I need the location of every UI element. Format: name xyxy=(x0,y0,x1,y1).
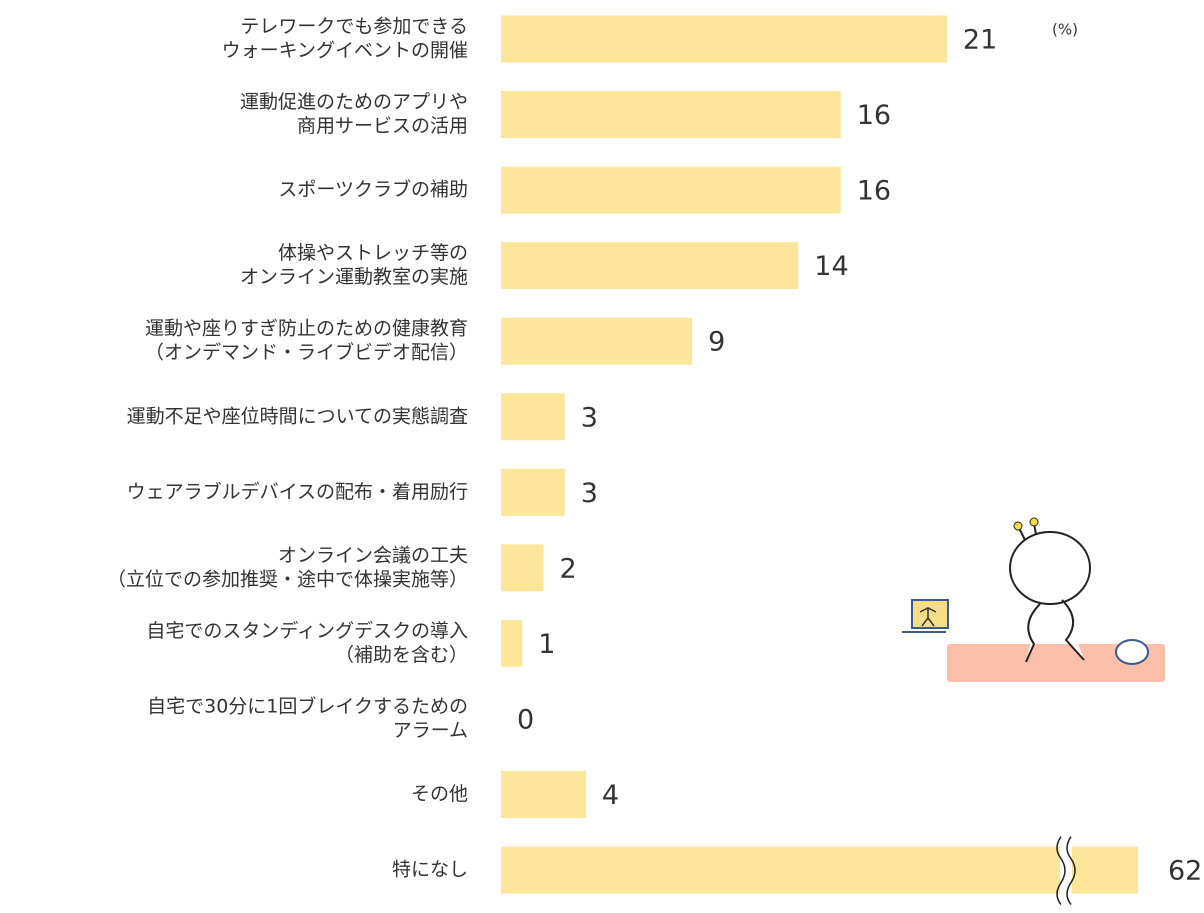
bar xyxy=(501,544,543,591)
category-label: （立位での参加推奨・途中で体操実施等） xyxy=(107,568,468,590)
chart: (%) テレワークでも参加できるウォーキングイベントの開催21運動促進のためのア… xyxy=(0,0,1204,913)
bar xyxy=(501,16,947,63)
category-label: （オンデマンド・ライブビデオ配信） xyxy=(145,341,468,364)
value-label: 16 xyxy=(857,100,891,131)
category-label: （補助を含む） xyxy=(335,644,468,666)
value-label: 21 xyxy=(963,25,997,56)
bar xyxy=(501,242,798,289)
value-label: 14 xyxy=(814,251,848,282)
bar xyxy=(501,469,565,516)
category-label: ウェアラブルデバイスの配布・着用励行 xyxy=(127,480,468,503)
category-label: ウォーキングイベントの開催 xyxy=(222,40,468,62)
value-label: 3 xyxy=(581,478,598,509)
bar xyxy=(501,847,1138,894)
category-label: 体操やストレッチ等の xyxy=(278,242,468,264)
category-label: オンライン運動教室の実施 xyxy=(240,266,468,288)
bar xyxy=(501,393,565,440)
bar xyxy=(501,771,586,818)
bar xyxy=(501,167,841,214)
category-label: オンライン会議の工夫 xyxy=(278,544,468,566)
illustration xyxy=(902,518,1165,682)
category-label: スポーツクラブの補助 xyxy=(278,178,468,201)
bar xyxy=(501,91,841,138)
category-label: 運動や座りすぎ防止のための健康教育 xyxy=(145,318,468,340)
value-label: 4 xyxy=(602,780,619,811)
value-label: 1 xyxy=(538,629,555,660)
value-label: 62 xyxy=(1168,856,1202,887)
category-label: 商用サービスの活用 xyxy=(297,115,468,137)
category-label: 特になし xyxy=(392,859,468,881)
category-label: 自宅でのスタンディングデスクの導入 xyxy=(146,620,468,642)
axis-break xyxy=(1060,839,1072,902)
category-label: 運動不足や座位時間についての実態調査 xyxy=(127,405,468,427)
value-label: 16 xyxy=(857,176,891,207)
category-label: テレワークでも参加できる xyxy=(240,16,468,38)
unit-label: (%) xyxy=(1052,21,1078,39)
value-label: 3 xyxy=(581,402,598,433)
category-label: アラーム xyxy=(393,719,468,741)
bar xyxy=(501,620,522,667)
page: {"chart_data": {"type": "hbar", "unit": … xyxy=(0,0,1204,913)
value-label: 2 xyxy=(559,553,576,584)
bar xyxy=(501,318,692,365)
category-label: 運動促進のためのアプリや xyxy=(240,91,468,113)
category-label: 自宅で30分に1回ブレイクするための xyxy=(147,694,468,717)
value-label: 0 xyxy=(517,704,534,735)
value-label: 9 xyxy=(708,327,725,358)
category-label: その他 xyxy=(411,783,468,805)
